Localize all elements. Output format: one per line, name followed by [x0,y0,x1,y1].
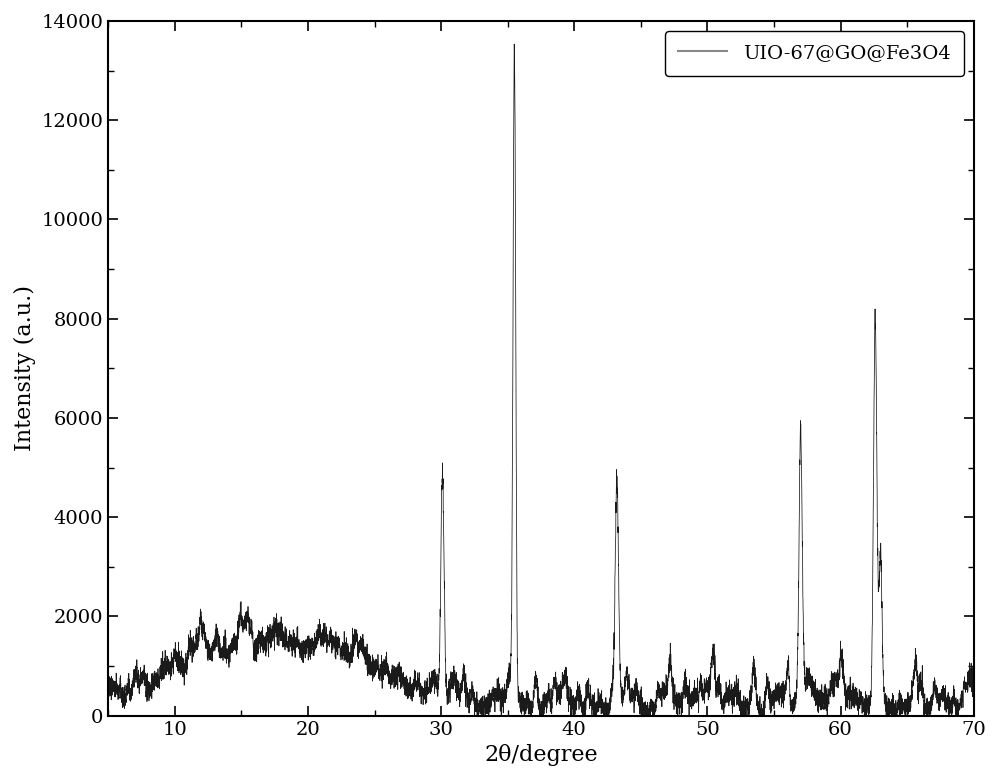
UIO-67@GO@Fe3O4 [102,679,114,688]
UIO-67@GO@Fe3O4 [446,668,458,677]
Legend: UIO-67@GO@Fe3O4: UIO-67@GO@Fe3O4 [665,30,964,76]
UIO-67@GO@Fe3O4 [471,711,483,721]
UIO-67@GO@Fe3O4 [148,676,160,686]
X-axis label: 2θ/degree: 2θ/degree [484,744,598,766]
Line: UIO-67@GO@Fe3O4: UIO-67@GO@Fe3O4 [108,44,974,716]
UIO-67@GO@Fe3O4 [688,695,700,704]
UIO-67@GO@Fe3O4 [329,632,341,641]
UIO-67@GO@Fe3O4 [522,699,534,708]
UIO-67@GO@Fe3O4 [429,670,441,679]
Y-axis label: Intensity (a.u.): Intensity (a.u.) [14,285,36,452]
UIO-67@GO@Fe3O4 [508,40,520,49]
UIO-67@GO@Fe3O4 [968,675,980,685]
